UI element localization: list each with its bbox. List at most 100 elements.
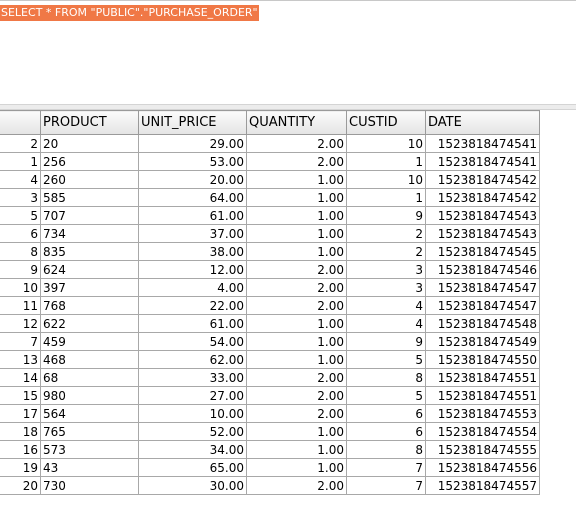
cell-id[interactable]: 8	[0, 242, 41, 261]
cell-custid[interactable]: 3	[346, 260, 426, 279]
cell-product[interactable]: 564	[40, 404, 139, 423]
cell-custid[interactable]: 10	[346, 170, 426, 189]
cell-id[interactable]: 1	[0, 152, 41, 171]
cell-unit-price[interactable]: 27.00	[138, 386, 247, 405]
cell-custid[interactable]: 4	[346, 314, 426, 333]
table-row[interactable]: 2 20 29.00 2.00 10 1523818474541	[0, 134, 540, 153]
cell-unit-price[interactable]: 61.00	[138, 314, 247, 333]
column-header-date[interactable]: DATE	[425, 110, 540, 135]
cell-quantity[interactable]: 2.00	[246, 296, 347, 315]
cell-custid[interactable]: 2	[346, 242, 426, 261]
cell-unit-price[interactable]: 54.00	[138, 332, 247, 351]
cell-date[interactable]: 1523818474541	[425, 152, 540, 171]
table-row[interactable]: 13 468 62.00 1.00 5 1523818474550	[0, 350, 540, 369]
cell-id[interactable]: 4	[0, 170, 41, 189]
cell-id[interactable]: 10	[0, 278, 41, 297]
cell-unit-price[interactable]: 52.00	[138, 422, 247, 441]
cell-unit-price[interactable]: 20.00	[138, 170, 247, 189]
cell-date[interactable]: 1523818474545	[425, 242, 540, 261]
cell-date[interactable]: 1523818474550	[425, 350, 540, 369]
cell-custid[interactable]: 1	[346, 152, 426, 171]
cell-date[interactable]: 1523818474542	[425, 188, 540, 207]
column-header-quantity[interactable]: QUANTITY	[246, 110, 347, 135]
table-row[interactable]: 14 68 33.00 2.00 8 1523818474551	[0, 368, 540, 387]
table-row[interactable]: 12 622 61.00 1.00 4 1523818474548	[0, 314, 540, 333]
cell-quantity[interactable]: 2.00	[246, 476, 347, 495]
table-row[interactable]: 16 573 34.00 1.00 8 1523818474555	[0, 440, 540, 459]
cell-product[interactable]: 765	[40, 422, 139, 441]
cell-quantity[interactable]: 1.00	[246, 170, 347, 189]
table-row[interactable]: 17 564 10.00 2.00 6 1523818474553	[0, 404, 540, 423]
cell-id[interactable]: 13	[0, 350, 41, 369]
cell-id[interactable]: 6	[0, 224, 41, 243]
cell-product[interactable]: 730	[40, 476, 139, 495]
cell-product[interactable]: 43	[40, 458, 139, 477]
column-header-product[interactable]: PRODUCT	[40, 110, 139, 135]
cell-quantity[interactable]: 1.00	[246, 242, 347, 261]
cell-custid[interactable]: 2	[346, 224, 426, 243]
cell-quantity[interactable]: 2.00	[246, 386, 347, 405]
cell-product[interactable]: 707	[40, 206, 139, 225]
cell-custid[interactable]: 9	[346, 332, 426, 351]
cell-quantity[interactable]: 1.00	[246, 332, 347, 351]
cell-product[interactable]: 585	[40, 188, 139, 207]
cell-date[interactable]: 1523818474556	[425, 458, 540, 477]
cell-id[interactable]: 16	[0, 440, 41, 459]
table-row[interactable]: 1 256 53.00 2.00 1 1523818474541	[0, 152, 540, 171]
sql-query-text[interactable]: SELECT * FROM "PUBLIC"."PURCHASE_ORDER"	[0, 5, 259, 21]
cell-quantity[interactable]: 2.00	[246, 278, 347, 297]
cell-product[interactable]: 459	[40, 332, 139, 351]
cell-quantity[interactable]: 2.00	[246, 404, 347, 423]
cell-product[interactable]: 68	[40, 368, 139, 387]
cell-id[interactable]: 20	[0, 476, 41, 495]
cell-date[interactable]: 1523818474546	[425, 260, 540, 279]
cell-quantity[interactable]: 1.00	[246, 206, 347, 225]
table-row[interactable]: 11 768 22.00 2.00 4 1523818474547	[0, 296, 540, 315]
cell-id[interactable]: 12	[0, 314, 41, 333]
cell-unit-price[interactable]: 62.00	[138, 350, 247, 369]
table-row[interactable]: 9 624 12.00 2.00 3 1523818474546	[0, 260, 540, 279]
cell-quantity[interactable]: 1.00	[246, 458, 347, 477]
cell-quantity[interactable]: 1.00	[246, 188, 347, 207]
cell-date[interactable]: 1523818474551	[425, 386, 540, 405]
cell-id[interactable]: 19	[0, 458, 41, 477]
cell-id[interactable]: 18	[0, 422, 41, 441]
cell-date[interactable]: 1523818474542	[425, 170, 540, 189]
pane-splitter[interactable]	[0, 104, 576, 110]
cell-quantity[interactable]: 1.00	[246, 350, 347, 369]
cell-custid[interactable]: 10	[346, 134, 426, 153]
cell-product[interactable]: 573	[40, 440, 139, 459]
cell-date[interactable]: 1523818474553	[425, 404, 540, 423]
column-header-unit-price[interactable]: UNIT_PRICE	[138, 110, 247, 135]
cell-unit-price[interactable]: 33.00	[138, 368, 247, 387]
cell-unit-price[interactable]: 65.00	[138, 458, 247, 477]
cell-product[interactable]: 622	[40, 314, 139, 333]
table-row[interactable]: 6 734 37.00 1.00 2 1523818474543	[0, 224, 540, 243]
cell-date[interactable]: 1523818474548	[425, 314, 540, 333]
table-row[interactable]: 20 730 30.00 2.00 7 1523818474557	[0, 476, 540, 495]
cell-id[interactable]: 15	[0, 386, 41, 405]
cell-custid[interactable]: 8	[346, 368, 426, 387]
cell-product[interactable]: 734	[40, 224, 139, 243]
cell-quantity[interactable]: 1.00	[246, 224, 347, 243]
cell-custid[interactable]: 6	[346, 422, 426, 441]
cell-quantity[interactable]: 2.00	[246, 368, 347, 387]
cell-product[interactable]: 397	[40, 278, 139, 297]
cell-id[interactable]: 9	[0, 260, 41, 279]
cell-date[interactable]: 1523818474541	[425, 134, 540, 153]
table-row[interactable]: 5 707 61.00 1.00 9 1523818474543	[0, 206, 540, 225]
cell-product[interactable]: 260	[40, 170, 139, 189]
cell-product[interactable]: 468	[40, 350, 139, 369]
table-row[interactable]: 8 835 38.00 1.00 2 1523818474545	[0, 242, 540, 261]
table-row[interactable]: 18 765 52.00 1.00 6 1523818474554	[0, 422, 540, 441]
cell-unit-price[interactable]: 10.00	[138, 404, 247, 423]
cell-unit-price[interactable]: 4.00	[138, 278, 247, 297]
cell-custid[interactable]: 3	[346, 278, 426, 297]
cell-product[interactable]: 20	[40, 134, 139, 153]
cell-id[interactable]: 14	[0, 368, 41, 387]
table-row[interactable]: 4 260 20.00 1.00 10 1523818474542	[0, 170, 540, 189]
cell-id[interactable]: 2	[0, 134, 41, 153]
cell-quantity[interactable]: 2.00	[246, 134, 347, 153]
cell-unit-price[interactable]: 61.00	[138, 206, 247, 225]
cell-quantity[interactable]: 1.00	[246, 314, 347, 333]
